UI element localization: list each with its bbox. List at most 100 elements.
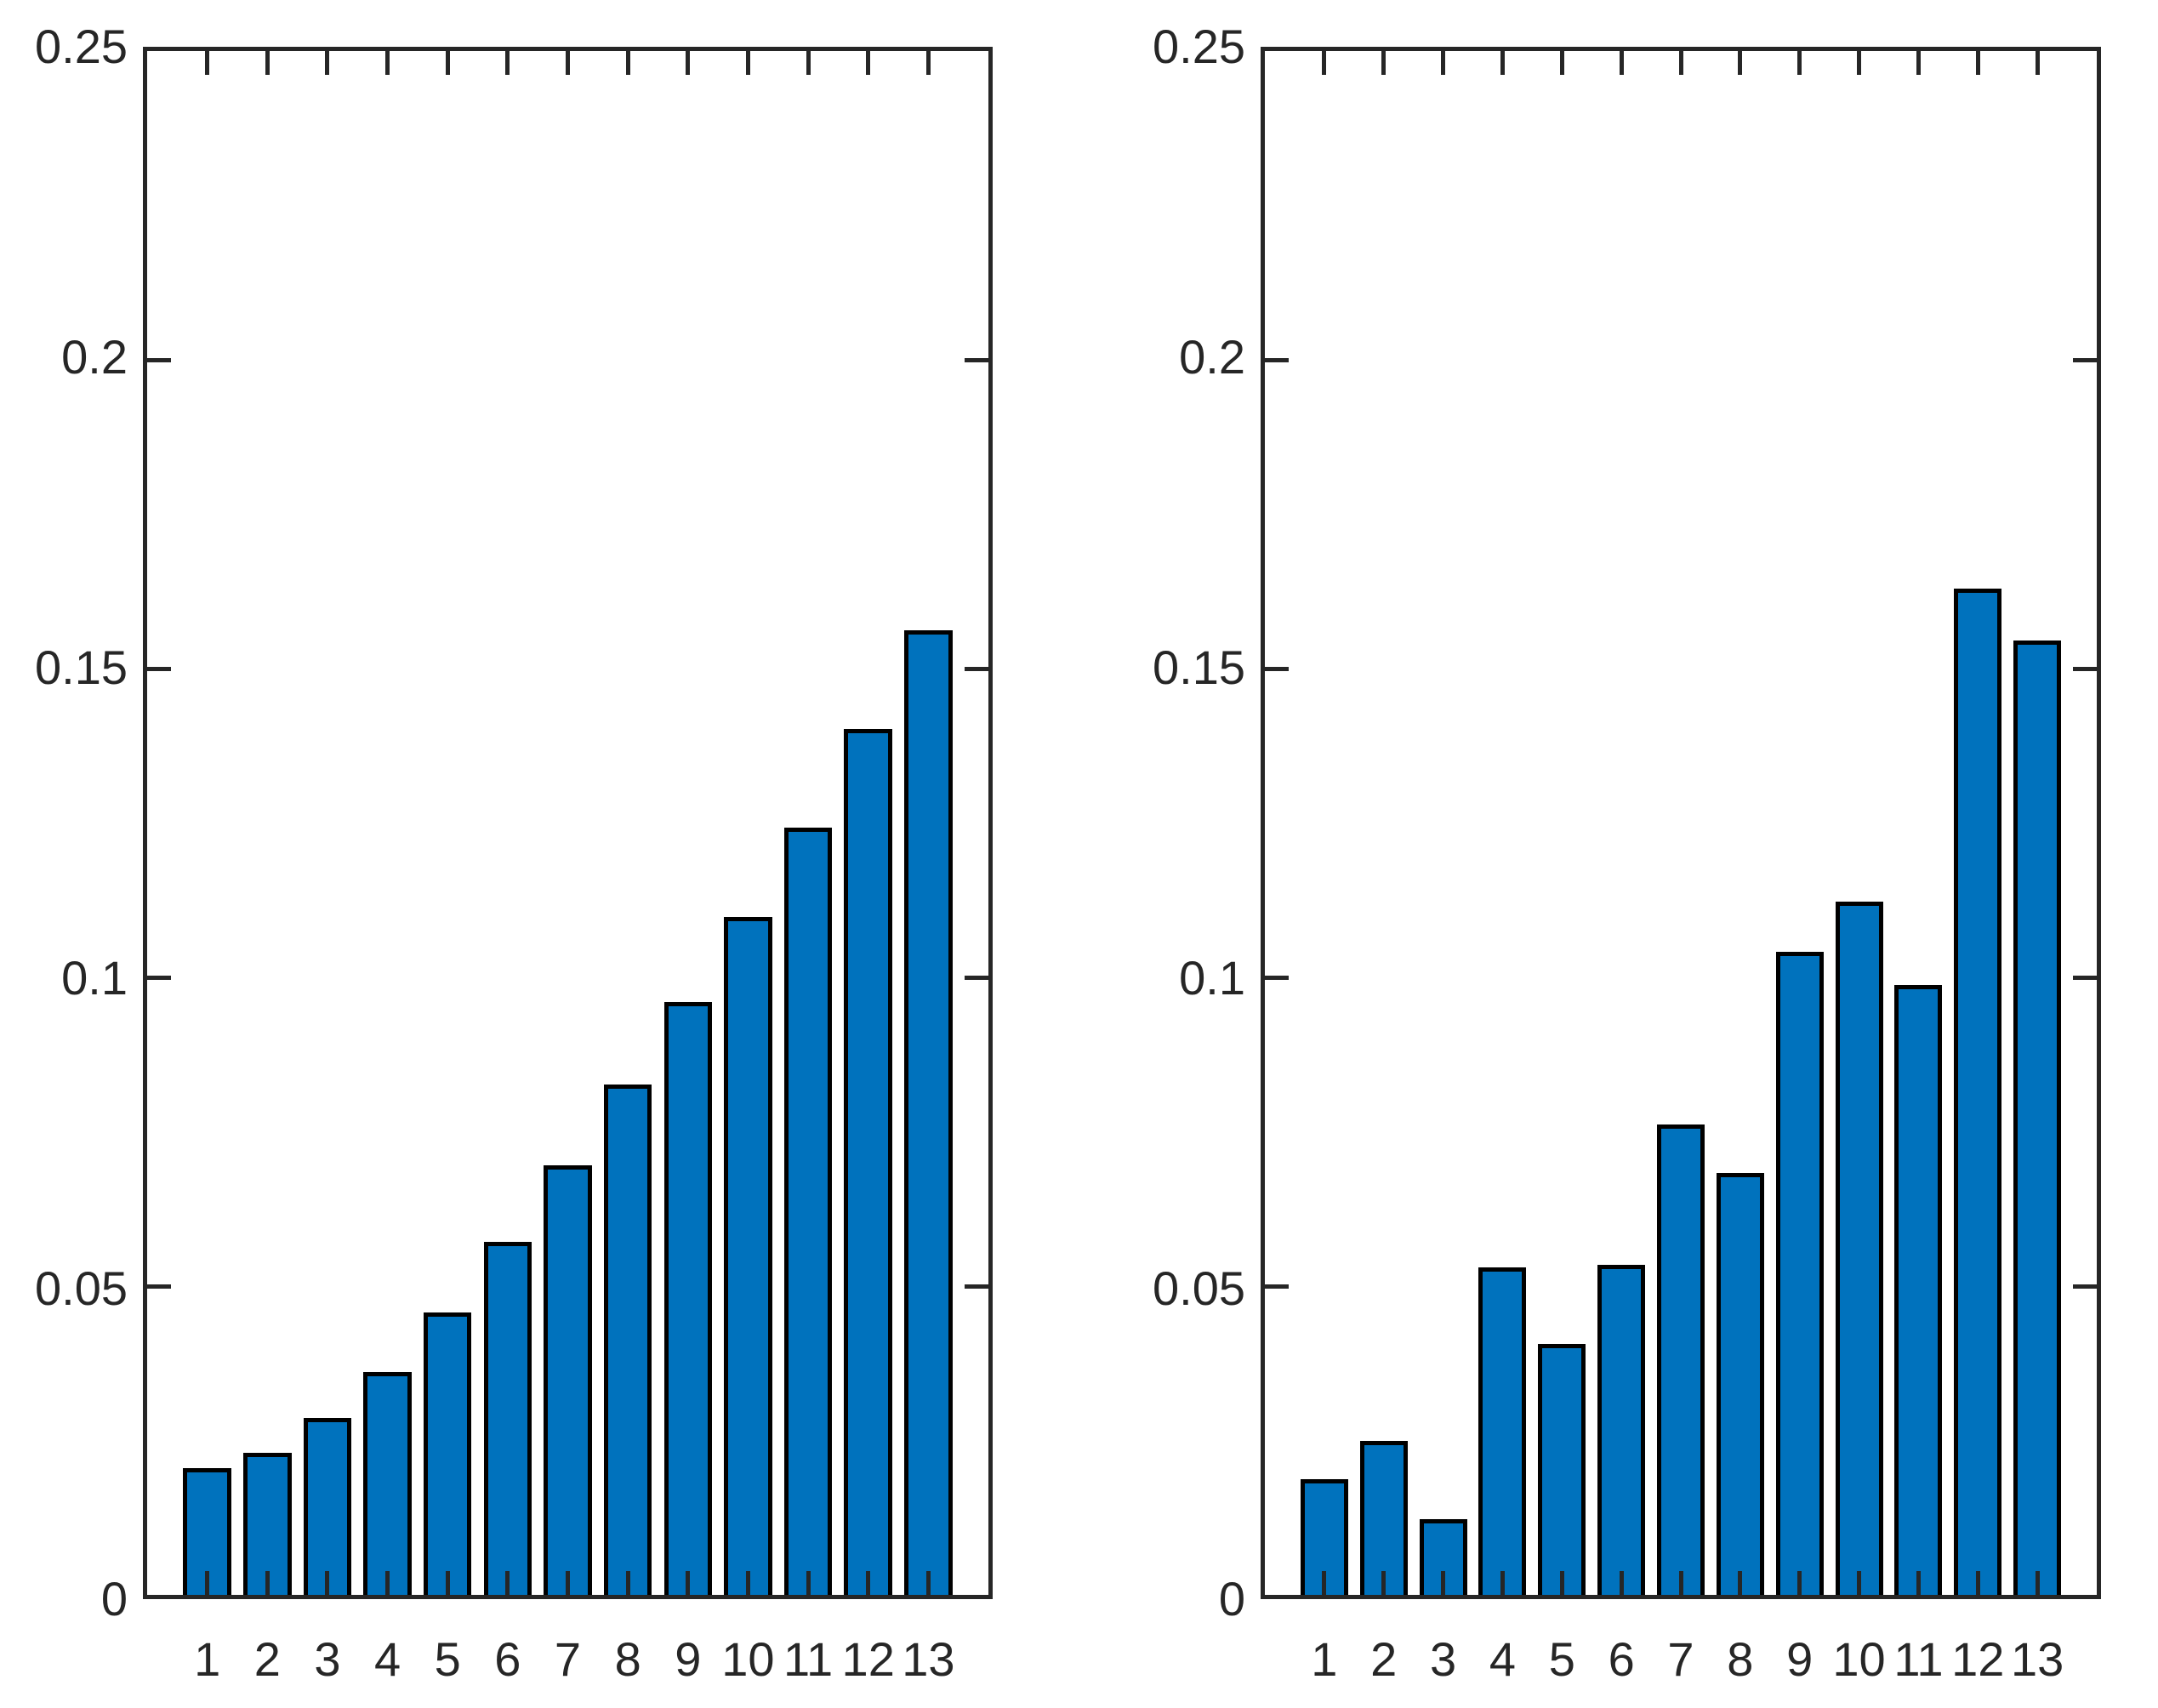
x-tick-6-top — [1619, 51, 1624, 75]
y-tick-0.1-right — [965, 975, 988, 980]
x-tick-label-8: 8 — [614, 1632, 641, 1686]
x-tick-label-9: 9 — [1786, 1632, 1814, 1686]
x-tick-3 — [325, 1571, 330, 1595]
y-tick-label-0.25: 0.25 — [1153, 20, 1245, 73]
x-tick-10-top — [745, 51, 750, 75]
x-tick-6 — [505, 1571, 510, 1595]
x-tick-label-4: 4 — [1489, 1632, 1516, 1686]
x-tick-5 — [445, 1571, 450, 1595]
bar-7 — [1657, 1124, 1705, 1595]
x-tick-1-top — [205, 51, 210, 75]
bar-10 — [1835, 901, 1883, 1595]
x-tick-4 — [1500, 1571, 1505, 1595]
y-tick-0.05-right — [2073, 1284, 2097, 1289]
bar-9 — [1775, 951, 1824, 1595]
bar-13 — [904, 630, 953, 1595]
y-tick-0.15-left — [1265, 666, 1289, 671]
y-tick-label-0: 0 — [100, 1572, 128, 1625]
x-tick-9-top — [1797, 51, 1802, 75]
bar-3 — [303, 1418, 352, 1595]
y-tick-0.05-right — [965, 1284, 988, 1289]
x-tick-label-2: 2 — [253, 1632, 281, 1686]
x-tick-4-top — [1500, 51, 1505, 75]
y-tick-0.1-left — [1265, 975, 1289, 980]
x-tick-12 — [866, 1571, 871, 1595]
x-tick-2 — [1381, 1571, 1386, 1595]
x-tick-9 — [686, 1571, 691, 1595]
x-tick-10 — [1857, 1571, 1862, 1595]
y-tick-label-0.25: 0.25 — [35, 20, 128, 73]
x-tick-10-top — [1857, 51, 1862, 75]
x-tick-2 — [265, 1571, 270, 1595]
x-tick-label-9: 9 — [675, 1632, 702, 1686]
x-tick-13-top — [925, 51, 931, 75]
y-tick-label-0.15: 0.15 — [1153, 640, 1245, 694]
x-tick-8-top — [625, 51, 630, 75]
x-tick-label-11: 11 — [1893, 1632, 1944, 1686]
bar-3 — [1419, 1519, 1467, 1595]
x-tick-label-5: 5 — [434, 1632, 461, 1686]
x-tick-label-7: 7 — [554, 1632, 582, 1686]
x-tick-4-top — [385, 51, 390, 75]
bar-8 — [603, 1084, 652, 1595]
bar-9 — [663, 1002, 713, 1595]
y-tick-0.05-left — [1265, 1284, 1289, 1289]
x-tick-9 — [1797, 1571, 1802, 1595]
x-tick-13-top — [2035, 51, 2040, 75]
x-tick-label-3: 3 — [314, 1632, 341, 1686]
y-tick-0.2-left — [1265, 357, 1289, 362]
bar-7 — [544, 1165, 592, 1595]
y-tick-label-0.2: 0.2 — [1179, 330, 1245, 384]
y-tick-0.05-left — [147, 1284, 171, 1289]
y-tick-0.15-left — [147, 666, 171, 671]
x-tick-6 — [1619, 1571, 1624, 1595]
x-tick-3 — [1441, 1571, 1446, 1595]
y-tick-0.2-right — [965, 357, 988, 362]
x-tick-3-top — [1441, 51, 1446, 75]
x-tick-label-2: 2 — [1370, 1632, 1398, 1686]
y-tick-0.1-right — [2073, 975, 2097, 980]
y-tick-label-0.2: 0.2 — [61, 330, 128, 384]
x-tick-4 — [385, 1571, 390, 1595]
x-tick-5-top — [445, 51, 450, 75]
x-tick-12 — [1975, 1571, 1980, 1595]
x-tick-11 — [806, 1571, 811, 1595]
x-tick-label-8: 8 — [1727, 1632, 1754, 1686]
x-tick-13 — [2035, 1571, 2040, 1595]
y-tick-0.15-right — [2073, 666, 2097, 671]
x-tick-1 — [1322, 1571, 1327, 1595]
x-tick-7 — [1678, 1571, 1683, 1595]
x-tick-11-top — [1916, 51, 1921, 75]
x-tick-label-12: 12 — [1951, 1632, 2005, 1686]
y-tick-label-0.05: 0.05 — [1153, 1261, 1245, 1315]
x-tick-8 — [1738, 1571, 1743, 1595]
x-tick-7 — [566, 1571, 570, 1595]
y-tick-label-0: 0 — [1218, 1572, 1245, 1625]
plot-area — [143, 47, 993, 1599]
bar-4 — [363, 1371, 412, 1595]
x-tick-13 — [925, 1571, 931, 1595]
y-tick-0.1-left — [147, 975, 171, 980]
x-tick-label-10: 10 — [1832, 1632, 1886, 1686]
plot-area — [1261, 47, 2101, 1599]
x-tick-label-6: 6 — [1608, 1632, 1635, 1686]
y-tick-0.2-left — [147, 357, 171, 362]
x-tick-8 — [625, 1571, 630, 1595]
x-tick-11-top — [806, 51, 811, 75]
x-tick-5 — [1559, 1571, 1564, 1595]
x-tick-11 — [1916, 1571, 1921, 1595]
x-tick-10 — [745, 1571, 750, 1595]
bar-6 — [483, 1241, 532, 1595]
x-tick-12-top — [866, 51, 871, 75]
x-tick-label-5: 5 — [1548, 1632, 1575, 1686]
x-tick-label-1: 1 — [1311, 1632, 1338, 1686]
x-tick-3-top — [325, 51, 330, 75]
x-tick-label-12: 12 — [841, 1632, 895, 1686]
x-tick-label-11: 11 — [783, 1632, 834, 1686]
bar-8 — [1716, 1173, 1764, 1595]
x-tick-6-top — [505, 51, 510, 75]
x-tick-1-top — [1322, 51, 1327, 75]
